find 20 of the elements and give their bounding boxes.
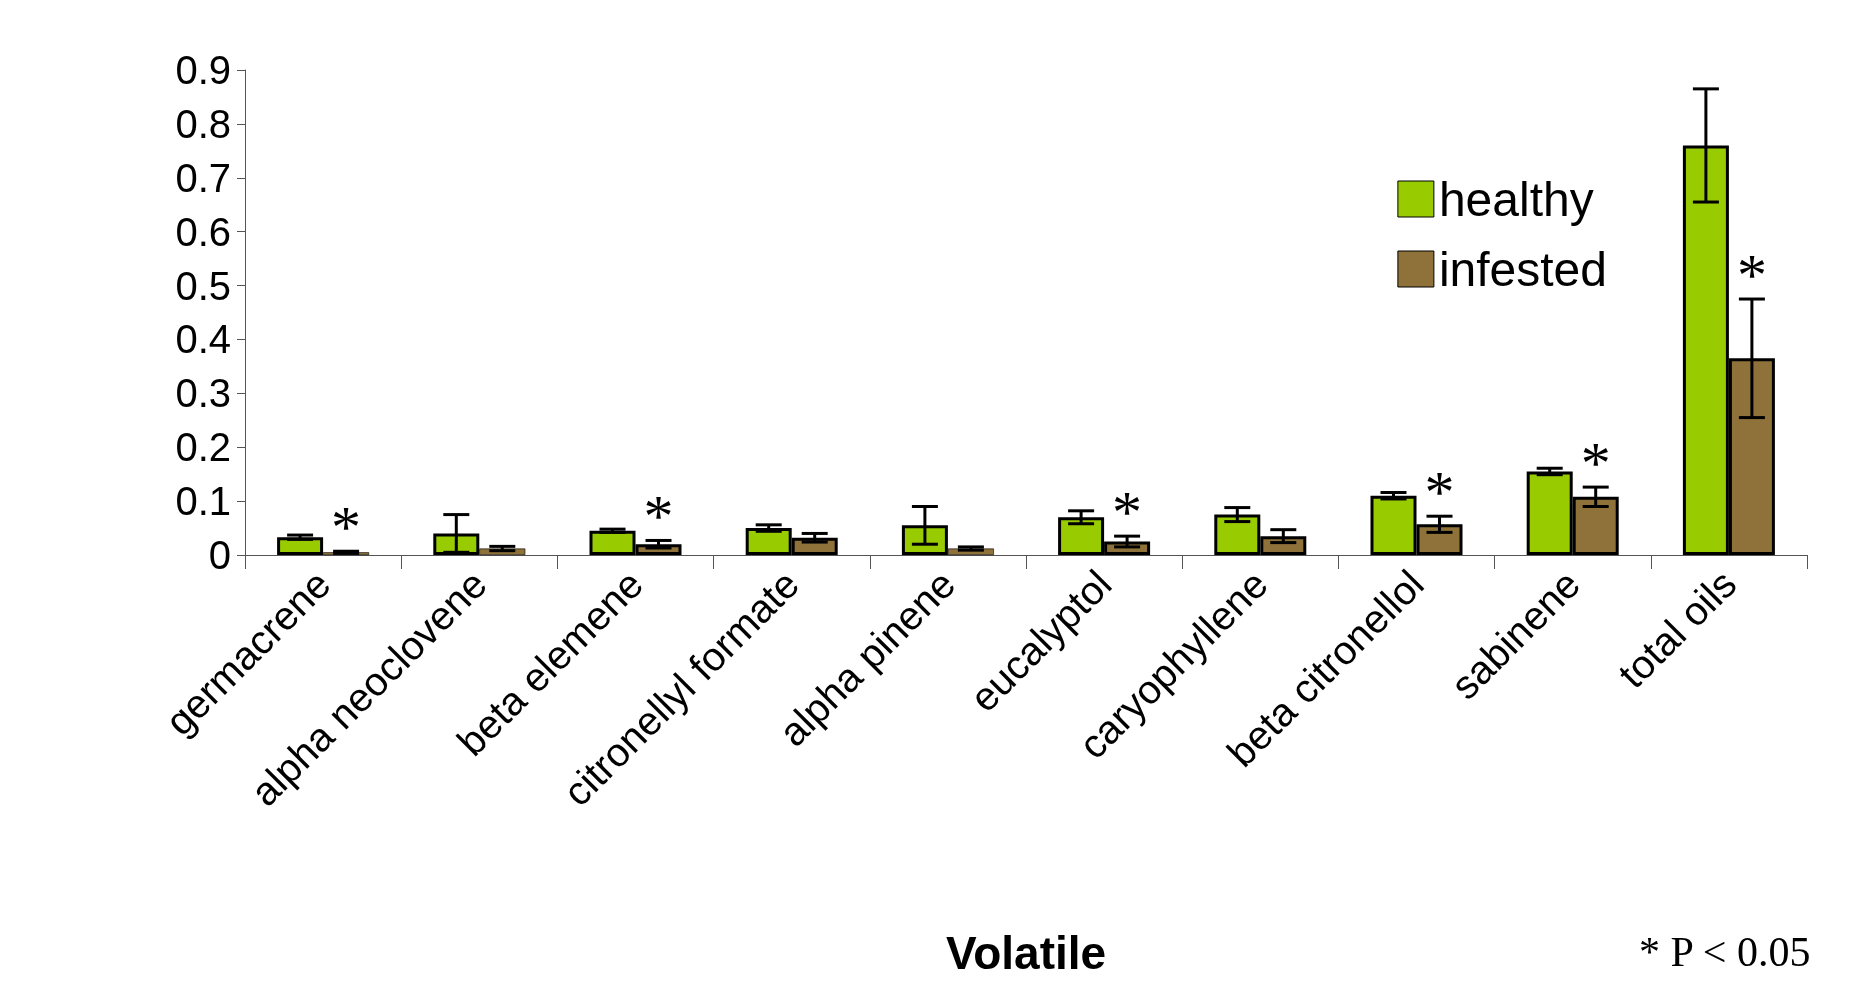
data-label: * <box>643 483 674 550</box>
y-tick-label: 0.3 <box>175 371 231 416</box>
y-tick-label: 0.5 <box>175 263 231 308</box>
y-tick-label: 0.6 <box>175 209 231 254</box>
legend-label: healthy <box>1438 172 1594 226</box>
data-label: * <box>1736 242 1767 309</box>
y-tick-label: 0.1 <box>175 479 231 524</box>
legend-label: infested <box>1438 242 1608 296</box>
y-tick-label: 0 <box>208 533 231 577</box>
data-label: * <box>1112 479 1143 546</box>
y-tick-label: 0.7 <box>175 155 231 200</box>
y-tick-label: 0.8 <box>175 101 231 146</box>
data-label: * <box>1580 430 1611 497</box>
y-tick-label: 0.2 <box>175 425 231 470</box>
text: * P < 0.05 <box>1638 929 1811 975</box>
x-axis-title: Volatile <box>945 927 1107 979</box>
y-tick-label: 0.9 <box>175 48 231 92</box>
data-label: * <box>1424 459 1455 526</box>
data-label: * <box>331 494 362 561</box>
y-tick-label: 0.4 <box>175 317 231 362</box>
